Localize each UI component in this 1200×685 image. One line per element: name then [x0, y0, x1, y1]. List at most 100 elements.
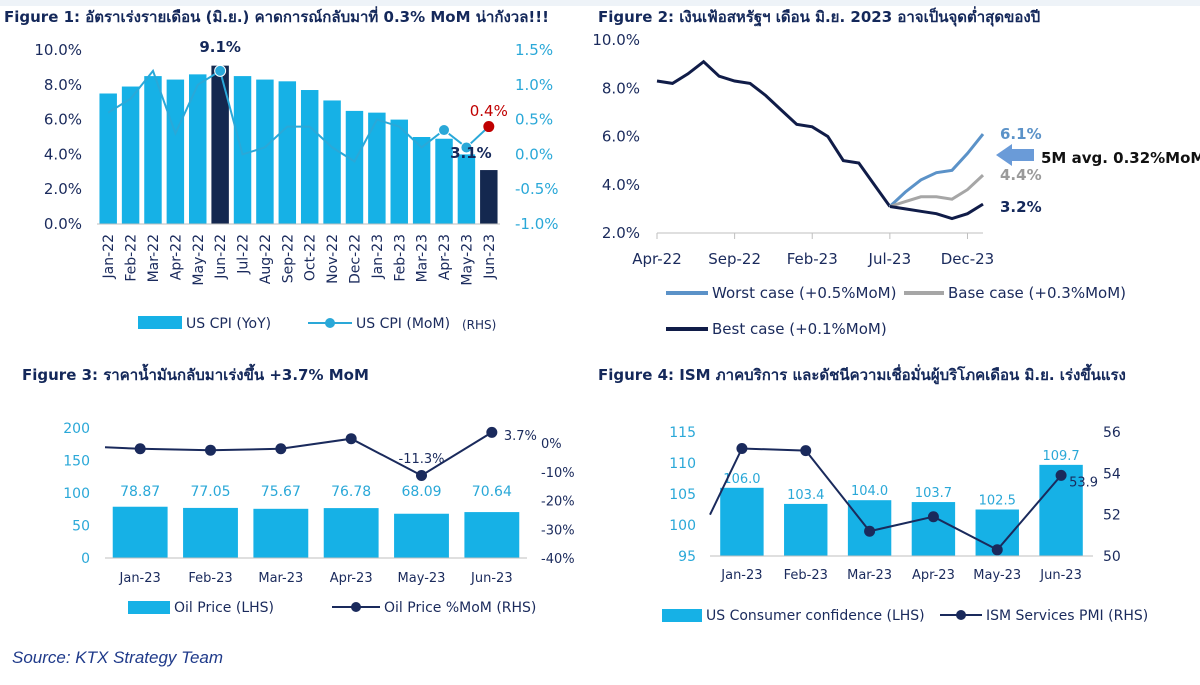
fig4-bar — [720, 487, 764, 556]
fig4-legend-line-marker — [956, 610, 966, 620]
fig4-left-tick: 110 — [669, 456, 696, 472]
fig3-category-label: Jan-23 — [119, 571, 161, 586]
fig2-x-tick: Dec-23 — [941, 250, 995, 268]
fig3-last-label: 3.7% — [504, 429, 537, 444]
fig1-bar — [480, 170, 498, 224]
fig3-category-label: Jun-23 — [470, 571, 513, 586]
fig1-legend-line-label: US CPI (MoM) — [356, 316, 450, 332]
fig2-scenario-line — [889, 202, 984, 221]
fig4-pmi-marker — [736, 443, 748, 455]
fig3-bar-value: 70.64 — [472, 484, 512, 500]
fig2-scenario-line — [889, 174, 985, 208]
fig1-category-label: Apr-23 — [437, 234, 453, 280]
fig1-mom-line — [107, 68, 468, 163]
fig1-title: Figure 1: อัตราเร่งรายเดือน (มิ.ย.) คาดก… — [4, 6, 549, 26]
fig3-category-label: Mar-23 — [258, 571, 303, 586]
fig4-pmi-marker — [864, 525, 876, 537]
fig1-legend-bar-swatch — [138, 316, 182, 329]
fig1-category-label: Apr-22 — [168, 234, 184, 280]
fig1-right-tick: 1.0% — [515, 76, 553, 94]
fig4-left-tick: 95 — [678, 549, 696, 565]
fig4-bar-value: 106.0 — [723, 472, 760, 487]
fig1-mom-marker — [214, 64, 227, 77]
fig1-legend-bar-label: US CPI (YoY) — [186, 316, 271, 332]
fig1-bar — [256, 79, 274, 224]
fig4-pmi-marker — [800, 445, 812, 457]
fig4-right-tick: 50 — [1103, 549, 1121, 565]
fig4-title: Figure 4: ISM ภาคบริการ และดัชนีความเชื่… — [598, 363, 1126, 385]
fig3-bar-value: 78.87 — [120, 484, 160, 500]
fig4-category-label: Apr-23 — [912, 568, 955, 583]
fig4-category-label: Jan-23 — [720, 568, 762, 583]
fig1-left-tick: 10.0% — [34, 41, 82, 59]
fig1-category-label: Oct-22 — [303, 234, 319, 281]
fig2-x-tick: Sep-22 — [708, 250, 761, 268]
fig3-bar — [323, 508, 379, 558]
fig3-low-label: -11.3% — [399, 452, 445, 467]
fig3-left-tick: 150 — [63, 454, 90, 470]
fig4-right-tick: 52 — [1103, 508, 1121, 524]
fig2-legend-best-label: Best case (+0.1%MoM) — [712, 320, 887, 338]
fig2-callout-label: 5M avg. 0.32%MoM — [1041, 149, 1200, 167]
fig1-bar — [144, 76, 162, 224]
fig1-category-label: Nov-22 — [325, 234, 341, 284]
fig1-bar — [323, 100, 341, 224]
fig1-peak-label: 9.1% — [199, 38, 241, 56]
fig3-legend-line-marker — [351, 602, 361, 612]
fig1-mom-marker — [460, 141, 473, 154]
fig1-category-label: Feb-23 — [392, 234, 408, 282]
fig3-right-tick: -10% — [541, 466, 575, 481]
fig1-forecast-label: 0.4% — [470, 102, 508, 120]
fig1-bar — [368, 112, 386, 224]
fig2-scenario-line — [888, 133, 985, 208]
fig2-callout-arrow — [996, 144, 1034, 166]
fig1-category-label: Sep-22 — [280, 234, 296, 283]
fig1-bar — [278, 81, 297, 224]
fig1-bar — [211, 65, 229, 224]
fig4-bar-value: 103.4 — [787, 488, 824, 503]
fig2-end-label: 4.4% — [1000, 166, 1042, 184]
fig3-bar-value: 75.67 — [261, 484, 301, 500]
fig3-category-label: Feb-23 — [188, 571, 232, 586]
fig1-bar — [390, 119, 408, 224]
fig1-bar — [189, 74, 207, 224]
fig3-mom-marker — [205, 444, 216, 456]
fig3-right-tick: -20% — [541, 495, 575, 510]
fig3-right-tick: -40% — [541, 552, 575, 567]
fig2-y-tick: 2.0% — [602, 224, 640, 242]
fig3-mom-marker — [275, 443, 287, 455]
fig1-left-tick: 2.0% — [44, 180, 82, 198]
fig2-y-tick: 10.0% — [592, 31, 640, 49]
fig4-bar — [784, 503, 828, 556]
fig3-right-tick: 0% — [541, 437, 562, 452]
fig1-bar — [457, 154, 476, 224]
fig1-left-tick: 8.0% — [44, 76, 82, 94]
fig1-right-tick: 0.0% — [515, 145, 553, 163]
source-note: Source: KTX Strategy Team — [12, 648, 224, 667]
fig3-bar-value: 77.05 — [190, 484, 230, 500]
fig1-right-tick: 1.5% — [515, 41, 553, 59]
fig1-category-label: Aug-22 — [258, 234, 274, 284]
fig4-pmi-marker — [991, 544, 1003, 556]
fig3-legend-bar-label: Oil Price (LHS) — [174, 600, 274, 616]
fig4-left-tick: 115 — [669, 425, 696, 441]
fig1-bar — [412, 137, 431, 224]
fig1-bar — [435, 138, 453, 224]
fig3-bar — [112, 506, 168, 558]
fig2-legend-worst-label: Worst case (+0.5%MoM) — [712, 284, 896, 302]
fig1-mom-marker — [438, 124, 451, 137]
figure-canvas: Figure 1: อัตราเร่งรายเดือน (มิ.ย.) คาดก… — [4, 6, 1200, 624]
fig3-mom-marker — [345, 433, 357, 445]
fig1-category-label: Jul-22 — [236, 234, 252, 275]
fig4-left-tick: 105 — [669, 487, 696, 503]
fig4-bar-value: 104.0 — [851, 484, 888, 499]
fig3-title: Figure 3: ราคาน้ำมันกลับมาเร่งขึ้น +3.7%… — [22, 363, 369, 384]
fig4-category-label: Jun-23 — [1039, 568, 1082, 583]
fig2-y-tick: 4.0% — [602, 176, 640, 194]
fig4-category-label: Mar-23 — [847, 568, 892, 583]
fig3-mom-marker — [134, 443, 146, 455]
fig4-right-tick: 56 — [1103, 425, 1121, 441]
fig3-left-tick: 50 — [72, 519, 90, 535]
fig4-bar-value: 103.7 — [915, 486, 952, 501]
fig1-category-label: Jun-22 — [213, 234, 229, 280]
